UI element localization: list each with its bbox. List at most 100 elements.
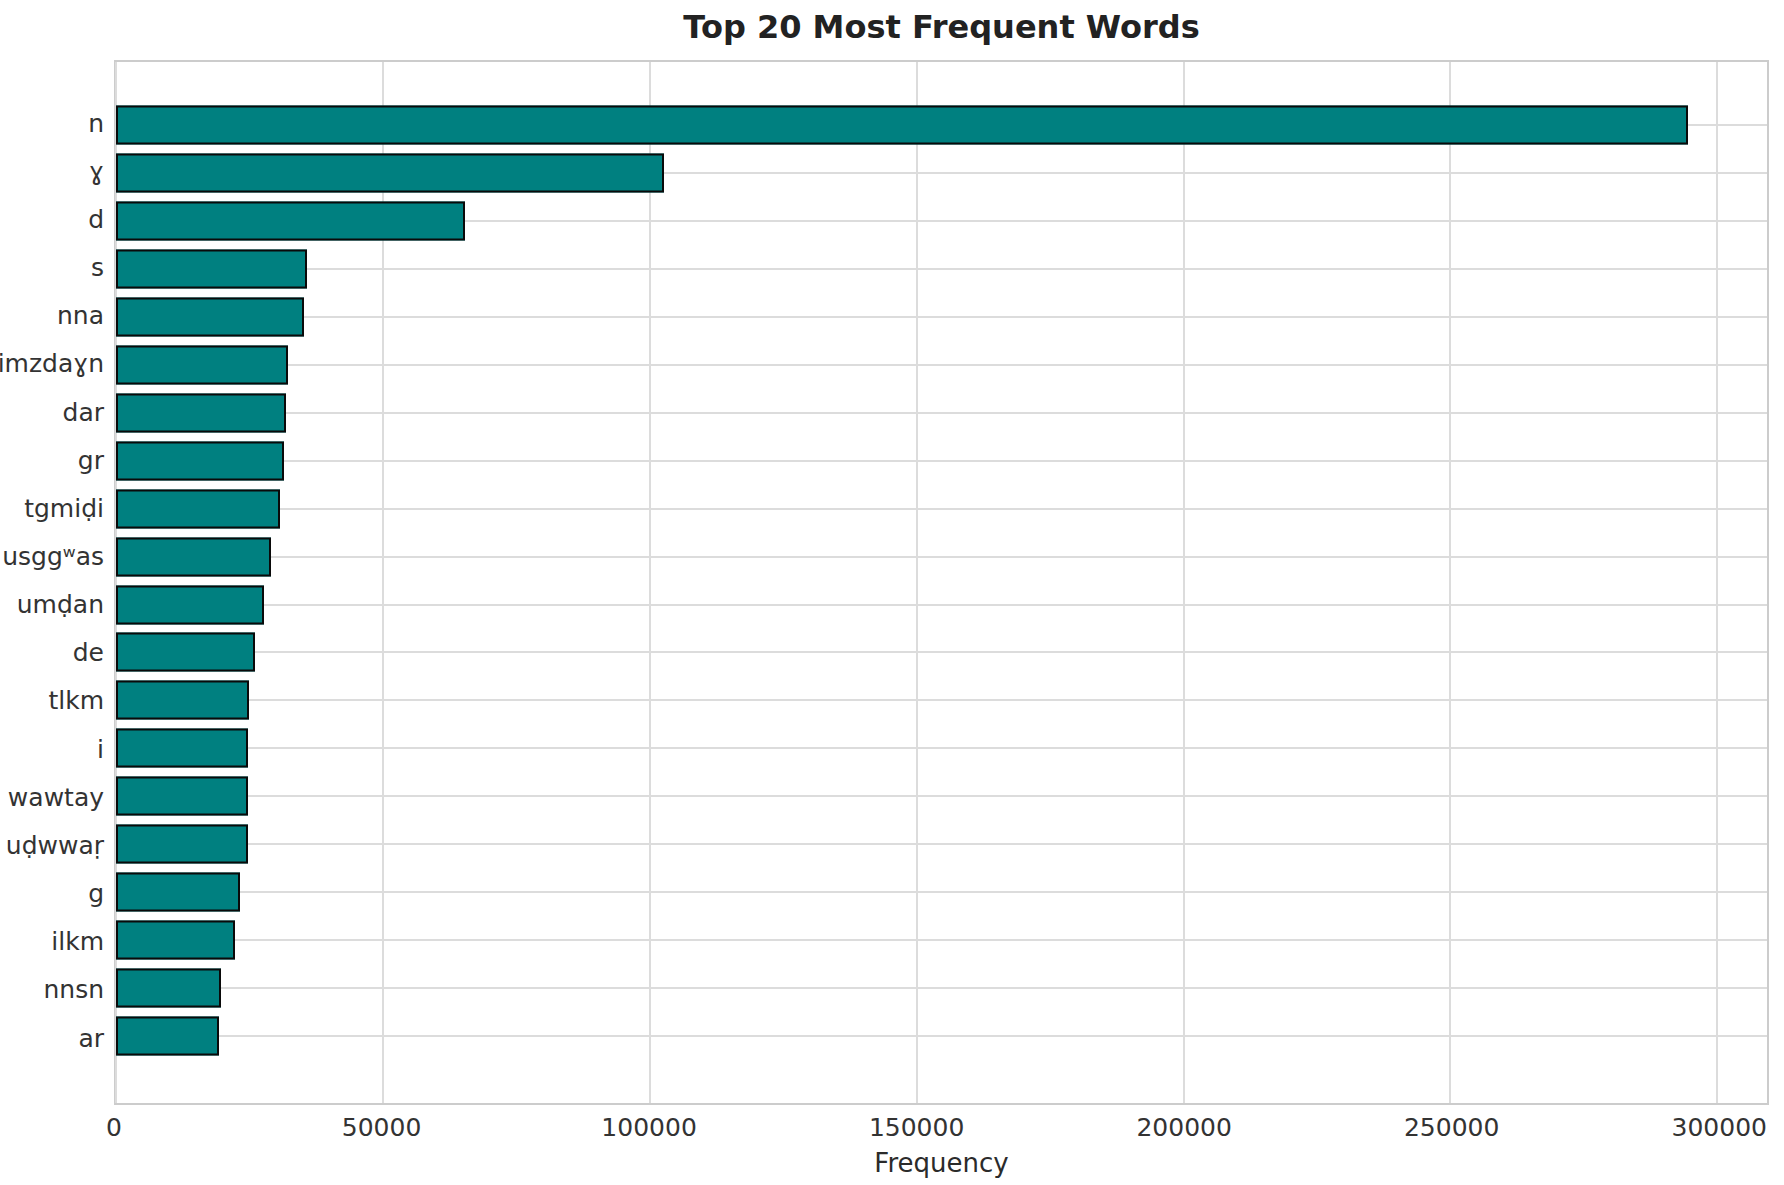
y-tick-label: tlkm xyxy=(48,688,104,713)
y-tick-row: ɣ xyxy=(0,147,104,195)
y-tick-row: de xyxy=(0,629,104,677)
bar-row xyxy=(116,964,1767,1012)
y-tick-label: tgmiḍi xyxy=(24,496,104,521)
y-tick-row: uḍwwaṛ xyxy=(0,821,104,869)
horizontal-gridline xyxy=(116,556,1767,558)
x-tick-label: 150000 xyxy=(869,1113,964,1142)
frequency-bar-dar xyxy=(116,393,286,432)
horizontal-gridline xyxy=(116,508,1767,510)
y-tick-label: ɣ xyxy=(89,159,104,184)
horizontal-gridline xyxy=(116,604,1767,606)
horizontal-gridline xyxy=(116,364,1767,366)
y-tick-label: g xyxy=(88,881,104,906)
frequency-bar-ar xyxy=(116,1017,219,1056)
x-tick-label: 0 xyxy=(106,1113,122,1142)
frequency-bar-umḍan xyxy=(116,585,264,624)
y-tick-label: ar xyxy=(78,1026,104,1051)
y-tick-row: tgmiḍi xyxy=(0,484,104,532)
frequency-bar-gr xyxy=(116,441,284,480)
horizontal-gridline xyxy=(116,699,1767,701)
horizontal-gridline xyxy=(116,412,1767,414)
horizontal-gridline xyxy=(116,1035,1767,1037)
bar-row xyxy=(116,820,1767,868)
frequency-bar-d xyxy=(116,201,465,240)
y-tick-label: i xyxy=(97,737,104,762)
bar-row xyxy=(116,724,1767,772)
bar-row xyxy=(116,197,1767,245)
horizontal-gridline xyxy=(116,460,1767,462)
frequency-bar-uḍwwaṛ xyxy=(116,825,248,864)
frequency-bar-imzdaɣn xyxy=(116,345,288,384)
bar-row xyxy=(116,101,1767,149)
bar-row xyxy=(116,437,1767,485)
frequency-bar-nnsn xyxy=(116,969,221,1008)
bar-row xyxy=(116,772,1767,820)
y-tick-label: de xyxy=(73,640,104,665)
bar-row xyxy=(116,341,1767,389)
chart-title: Top 20 Most Frequent Words xyxy=(114,8,1769,46)
x-tick-label: 50000 xyxy=(342,1113,422,1142)
bar-row xyxy=(116,245,1767,293)
x-tick-label: 300000 xyxy=(1672,1113,1767,1142)
bar-row xyxy=(116,533,1767,581)
x-tick-label: 250000 xyxy=(1404,1113,1499,1142)
bars-layer xyxy=(116,62,1767,1103)
horizontal-gridline xyxy=(116,891,1767,893)
y-tick-label: d xyxy=(88,207,104,232)
y-tick-label: nnsn xyxy=(43,977,104,1002)
y-tick-row: usggʷas xyxy=(0,532,104,580)
y-tick-row: d xyxy=(0,195,104,243)
plot-area xyxy=(114,60,1769,1105)
y-tick-row: g xyxy=(0,870,104,918)
y-tick-row: nnsn xyxy=(0,966,104,1014)
bar-row xyxy=(116,293,1767,341)
y-tick-row: tlkm xyxy=(0,677,104,725)
frequency-bar-n xyxy=(116,105,1688,144)
frequency-bar-tlkm xyxy=(116,681,249,720)
y-tick-row: i xyxy=(0,725,104,773)
horizontal-gridline xyxy=(116,987,1767,989)
frequency-bar-usggʷas xyxy=(116,537,271,576)
bar-row xyxy=(116,916,1767,964)
y-tick-row: n xyxy=(0,99,104,147)
y-tick-label: usggʷas xyxy=(2,544,104,569)
bar-chart-figure: Top 20 Most Frequent Words nɣds nna imzdaɣ… xyxy=(0,0,1784,1185)
bar-row xyxy=(116,628,1767,676)
bar-row xyxy=(116,389,1767,437)
y-tick-label: s xyxy=(91,255,104,280)
frequency-bar-ɣ xyxy=(116,153,664,192)
bar-row xyxy=(116,676,1767,724)
x-tick-label: 100000 xyxy=(601,1113,696,1142)
horizontal-gridline xyxy=(116,843,1767,845)
x-tick-label: 200000 xyxy=(1136,1113,1231,1142)
y-tick-label: wawtay xyxy=(8,785,104,810)
x-axis-label: Frequency xyxy=(114,1148,1769,1178)
y-tick-row: nna xyxy=(0,292,104,340)
bar-row xyxy=(116,485,1767,533)
y-axis-labels: nɣds nna imzdaɣn dar gr tgmiḍi usggʷas umḍan de t… xyxy=(0,60,104,1105)
horizontal-gridline xyxy=(116,939,1767,941)
bar-row xyxy=(116,149,1767,197)
y-tick-row: gr xyxy=(0,436,104,484)
frequency-bar-s xyxy=(116,249,307,288)
y-tick-label: ilkm xyxy=(51,929,104,954)
horizontal-gridline xyxy=(116,268,1767,270)
y-tick-row: imzdaɣn xyxy=(0,340,104,388)
y-tick-row: ar xyxy=(0,1014,104,1062)
frequency-bar-wawtay xyxy=(116,777,248,816)
y-tick-label: gr xyxy=(78,448,104,473)
x-axis-ticks: 050000100000150000200000250000300000 xyxy=(114,1113,1769,1149)
y-tick-row: s xyxy=(0,243,104,291)
y-tick-label: imzdaɣn xyxy=(0,351,104,376)
y-tick-label: n xyxy=(88,111,104,136)
frequency-bar-de xyxy=(116,633,255,672)
frequency-bar-i xyxy=(116,729,248,768)
frequency-bar-tgmiḍi xyxy=(116,489,280,528)
y-tick-label: umḍan xyxy=(17,592,104,617)
bar-row xyxy=(116,1012,1767,1060)
y-tick-row: ilkm xyxy=(0,918,104,966)
horizontal-gridline xyxy=(116,316,1767,318)
y-tick-row: dar xyxy=(0,388,104,436)
y-tick-row: umḍan xyxy=(0,581,104,629)
y-tick-label: nna xyxy=(57,303,104,328)
